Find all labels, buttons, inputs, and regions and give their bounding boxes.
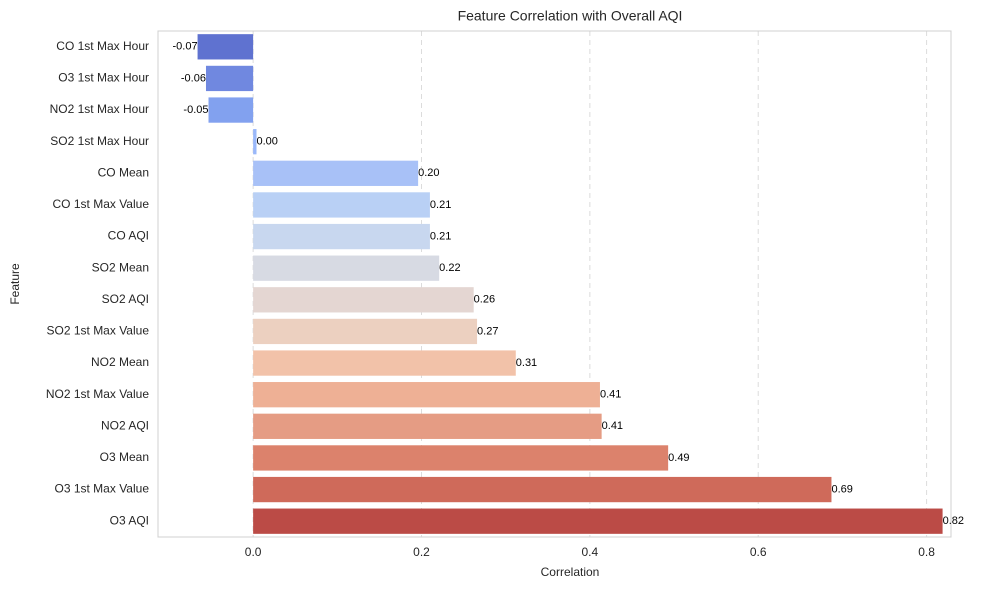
value-label: 0.69	[831, 483, 852, 495]
y-tick-label: SO2 AQI	[102, 292, 149, 306]
value-label: 0.26	[474, 294, 495, 306]
y-tick-label: CO 1st Max Hour	[56, 39, 149, 53]
bar	[253, 382, 600, 408]
value-label: 0.41	[602, 420, 623, 432]
bar	[253, 223, 430, 250]
value-label: -0.07	[172, 41, 197, 53]
chart-title: Feature Correlation with Overall AQI	[458, 8, 683, 24]
value-label: 0.00	[256, 136, 277, 148]
bar	[253, 129, 257, 155]
y-tick-label: CO AQI	[108, 229, 149, 243]
value-label: 0.31	[516, 357, 537, 369]
y-tick-label: SO2 1st Max Hour	[50, 134, 149, 148]
x-tick-label: 0.6	[750, 545, 767, 559]
y-tick-label: NO2 Mean	[91, 355, 149, 369]
x-axis-label: Correlation	[541, 565, 600, 579]
value-label: -0.05	[183, 104, 208, 116]
value-label: 0.49	[668, 452, 689, 464]
bar	[253, 350, 516, 376]
bar	[205, 65, 254, 92]
y-tick-label: O3 Mean	[100, 450, 149, 464]
bar	[197, 34, 254, 60]
value-label: 0.82	[943, 515, 964, 527]
value-label: 0.21	[430, 230, 451, 242]
value-label: 0.21	[430, 199, 451, 211]
bar	[253, 476, 832, 503]
x-tick-label: 0.8	[918, 545, 935, 559]
bar	[253, 508, 943, 534]
value-label: 0.20	[418, 167, 439, 179]
bar	[253, 287, 474, 313]
bar	[253, 413, 602, 439]
y-tick-label: O3 1st Max Value	[55, 482, 150, 496]
y-tick-label: NO2 1st Max Value	[46, 387, 149, 401]
y-tick-label: CO Mean	[98, 165, 149, 179]
value-label: 0.22	[439, 262, 460, 274]
x-tick-label: 0.0	[245, 545, 262, 559]
bar	[253, 255, 440, 281]
y-tick-label: NO2 AQI	[101, 418, 149, 432]
y-tick-label: SO2 1st Max Value	[47, 324, 150, 338]
bar	[253, 192, 430, 218]
x-tick-label: 0.4	[582, 545, 599, 559]
y-axis-label: Feature	[8, 263, 22, 305]
value-label: 0.41	[600, 389, 621, 401]
y-tick-label: O3 1st Max Hour	[58, 71, 149, 85]
value-label: -0.06	[181, 72, 206, 84]
x-tick-label: 0.2	[413, 545, 430, 559]
y-tick-label: SO2 Mean	[92, 260, 149, 274]
y-tick-label: NO2 1st Max Hour	[50, 102, 149, 116]
y-tick-label: CO 1st Max Value	[53, 197, 150, 211]
plot-frame	[157, 30, 952, 538]
value-label: 0.27	[477, 325, 498, 337]
y-tick-label: O3 AQI	[110, 513, 149, 527]
bar	[208, 97, 254, 123]
bar	[253, 160, 419, 186]
bar	[253, 445, 669, 471]
bar	[253, 318, 478, 345]
